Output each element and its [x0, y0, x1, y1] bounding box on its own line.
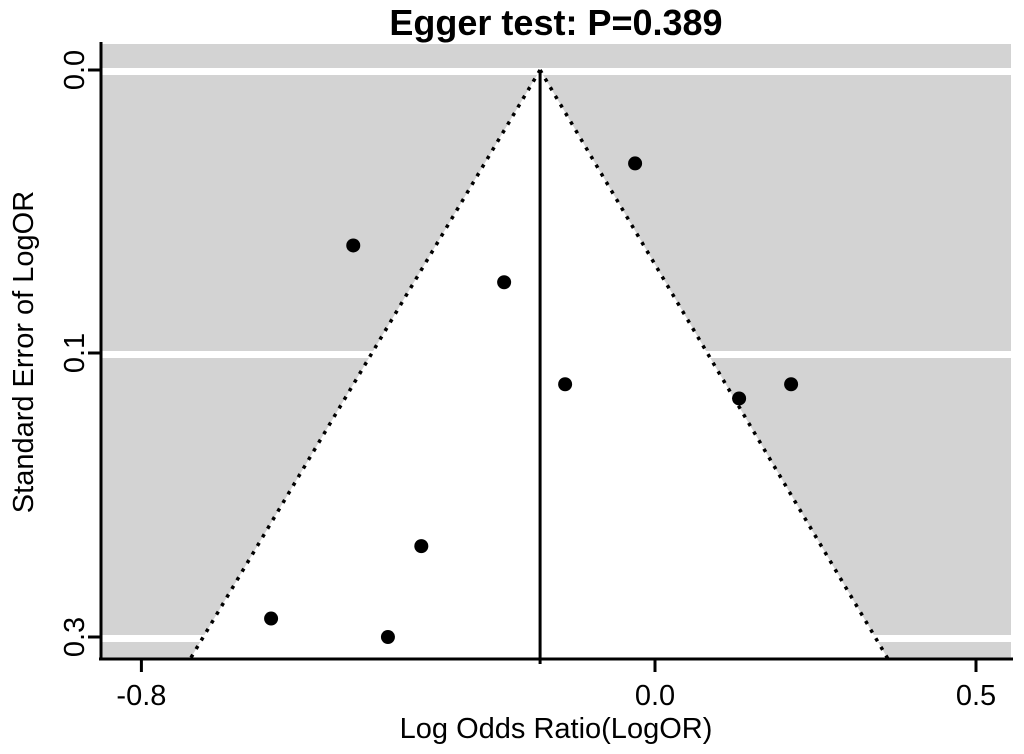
study-point	[628, 156, 643, 171]
study-point	[558, 377, 573, 392]
funnel-boundary-right	[538, 69, 890, 660]
chart-title: Egger test: P=0.389	[389, 2, 723, 43]
study-point	[264, 611, 279, 626]
y-gridline	[101, 68, 1011, 75]
study-point	[784, 377, 799, 392]
y-tick-label: 0.3	[59, 617, 91, 657]
x-axis-title: Log Odds Ratio(LogOR)	[399, 713, 713, 745]
y-axis-title: Standard Error of LogOR	[8, 190, 40, 514]
x-tick-label: -0.8	[116, 680, 166, 712]
x-tick-label: 0.5	[956, 680, 996, 712]
study-point	[497, 275, 512, 290]
y-tick-label: 0.1	[59, 333, 91, 373]
study-point	[732, 391, 747, 406]
study-point	[414, 539, 429, 554]
study-point	[346, 238, 361, 253]
study-point	[380, 630, 395, 644]
funnel-boundary-left	[188, 69, 542, 660]
y-tick-label: 0.0	[59, 50, 91, 90]
x-tick-label: 0.0	[635, 680, 675, 712]
